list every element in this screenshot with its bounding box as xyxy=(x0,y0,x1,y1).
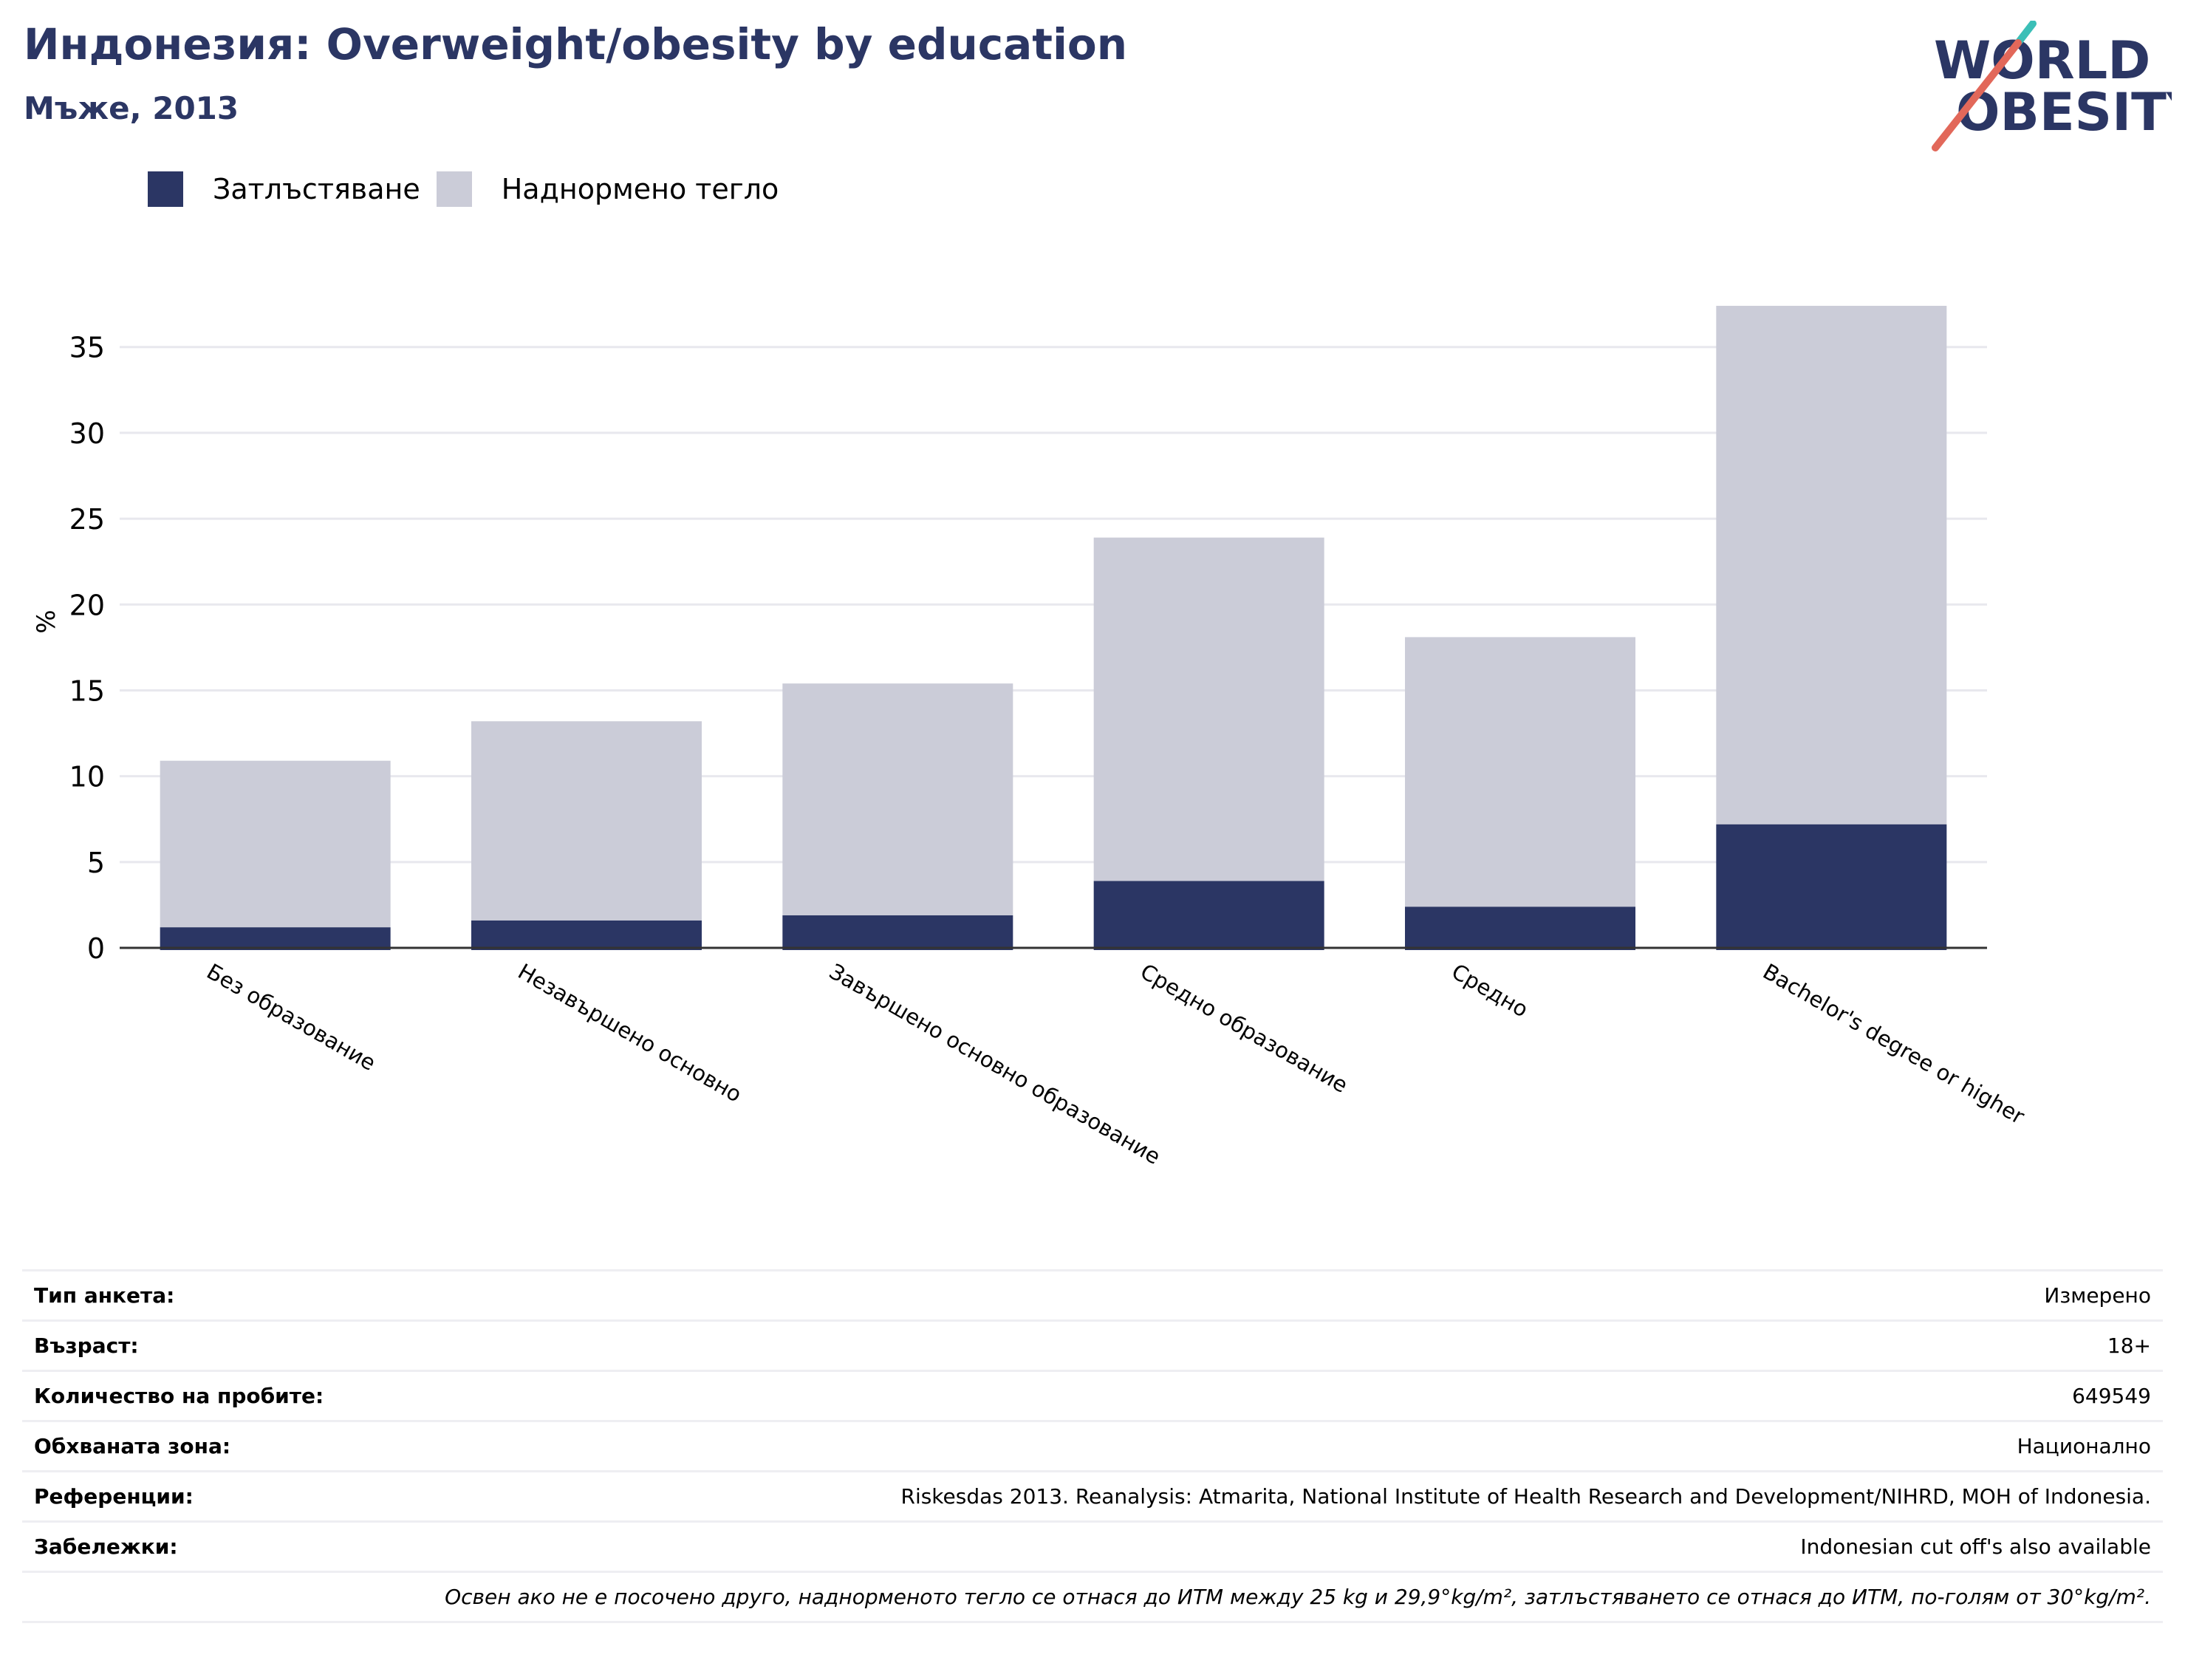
info-value: Indonesian cut off's also available xyxy=(445,1520,2163,1573)
logo-text-obesity: OBESITY xyxy=(1956,82,2172,143)
logo-slash-teal xyxy=(2014,21,2037,47)
y-tick-label: 30 xyxy=(69,417,105,450)
y-tick-label: 5 xyxy=(87,847,105,879)
bar-obesity xyxy=(471,920,702,950)
y-tick-label: 0 xyxy=(87,932,105,965)
stacked-bar-chart: 0 5 10 15 20 25 30 35% Без образование Незавършен… xyxy=(32,305,2029,1169)
chart-title: Индонезия: Overweight/obesity by educati… xyxy=(24,19,1128,69)
bmi-footnote: Освен ако не е посочено друго, наднормен… xyxy=(22,1571,2163,1623)
legend-swatch-obesity xyxy=(148,171,183,207)
chart-subtitle: Мъже, 2013 xyxy=(24,90,239,126)
bar-obesity xyxy=(782,915,1013,950)
bar-obesity xyxy=(160,927,391,950)
info-row-survey-type: Тип анкета: Измерено xyxy=(22,1269,2163,1322)
legend-item-obesity[interactable]: Затлъстяване xyxy=(148,171,420,207)
y-tick-label: 20 xyxy=(69,589,105,621)
info-value: Riskesdas 2013. Reanalysis: Atmarita, Na… xyxy=(445,1470,2163,1523)
x-tick-label: Bachelor's degree or higher xyxy=(1759,959,2029,1130)
info-row-area: Обхваната зона: Национално xyxy=(22,1420,2163,1472)
info-label: Забележки: xyxy=(22,1520,445,1573)
survey-info-table: Тип анкета: Измерено Възраст: 18+ Количе… xyxy=(22,1269,2163,1623)
logo-text-world: WORLD xyxy=(1934,30,2150,91)
y-axis-label: % xyxy=(32,609,61,633)
legend-label-overweight: Наднормено тегло xyxy=(501,173,779,205)
legend-item-overweight[interactable]: Наднормено тегло xyxy=(436,171,779,207)
bar-overweight xyxy=(160,760,391,928)
info-row-references: Референции: Riskesdas 2013. Reanalysis: … xyxy=(22,1470,2163,1523)
bar-overweight xyxy=(1093,537,1324,881)
info-label: Обхваната зона: xyxy=(22,1420,445,1472)
y-tick-label: 25 xyxy=(69,503,105,536)
info-label: Тип анкета: xyxy=(22,1269,445,1322)
info-label: Количество на пробите: xyxy=(22,1370,445,1422)
bar-overweight xyxy=(471,721,702,921)
bar-overweight xyxy=(1716,305,1947,824)
bar-overweight xyxy=(1405,637,1635,907)
logo-slash-coral xyxy=(1932,39,2022,151)
info-value: 18+ xyxy=(445,1319,2163,1372)
info-value: 649549 xyxy=(445,1370,2163,1422)
y-tick-label: 35 xyxy=(69,332,105,364)
x-tick-label: Завършено основно образование xyxy=(825,959,1165,1169)
info-label: Възраст: xyxy=(22,1319,445,1372)
x-tick-label: Без образование xyxy=(202,959,380,1076)
chart-legend: Затлъстяване Наднормено тегло xyxy=(148,171,795,207)
x-tick-label: Средно xyxy=(1448,959,1533,1022)
info-row-sample-size: Количество на пробите: 649549 xyxy=(22,1370,2163,1422)
info-row-age: Възраст: 18+ xyxy=(22,1319,2163,1372)
bar-obesity xyxy=(1405,906,1635,950)
y-tick-label: 15 xyxy=(69,675,105,707)
info-value: Измерено xyxy=(445,1269,2163,1322)
info-row-footnote: Освен ако не е посочено друго, наднормен… xyxy=(22,1571,2163,1623)
x-tick-label: Средно образование xyxy=(1136,959,1352,1098)
bar-obesity xyxy=(1093,881,1324,950)
bar-overweight xyxy=(782,683,1013,915)
info-value: Национално xyxy=(445,1420,2163,1472)
world-obesity-logo: WORLD OBESITY xyxy=(1932,21,2172,151)
legend-label-obesity: Затлъстяване xyxy=(213,173,420,205)
y-tick-label: 10 xyxy=(69,761,105,793)
legend-swatch-overweight xyxy=(436,171,472,207)
x-tick-label: Незавършено основно xyxy=(514,959,746,1107)
bar-obesity xyxy=(1716,824,1947,950)
info-label: Референции: xyxy=(22,1470,445,1523)
info-row-notes: Забележки: Indonesian cut off's also ava… xyxy=(22,1520,2163,1573)
